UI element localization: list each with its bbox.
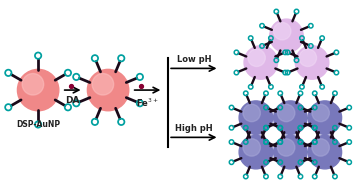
Circle shape [274,135,307,169]
Circle shape [278,104,295,122]
Circle shape [17,69,59,111]
Circle shape [248,49,265,67]
Circle shape [308,101,342,134]
Text: High pH: High pH [175,124,213,133]
Circle shape [295,46,329,79]
Circle shape [239,135,273,169]
Circle shape [239,101,273,134]
Circle shape [312,139,329,156]
Circle shape [92,74,114,95]
Circle shape [243,139,260,156]
Circle shape [270,19,303,53]
Text: Low pH: Low pH [177,55,211,64]
Circle shape [22,74,44,95]
Text: DA: DA [65,96,80,105]
Circle shape [312,104,329,122]
Text: Fe$^{3+}$: Fe$^{3+}$ [136,97,159,109]
Circle shape [243,104,260,122]
Circle shape [278,139,295,156]
Circle shape [274,22,291,40]
Circle shape [244,46,278,79]
Circle shape [87,69,129,111]
Circle shape [274,101,307,134]
Circle shape [308,135,342,169]
Text: DSP-AuNP: DSP-AuNP [16,120,60,129]
Circle shape [299,49,317,67]
